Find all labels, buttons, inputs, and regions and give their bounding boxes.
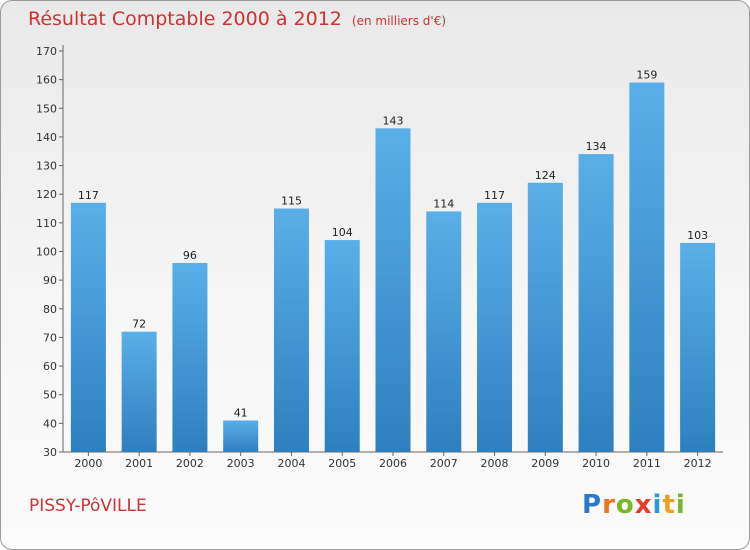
y-tick-label: 140: [36, 131, 57, 144]
logo-letter: o: [615, 490, 635, 520]
logo-letter: t: [662, 490, 676, 520]
bar: [121, 331, 157, 452]
bar-value-label: 115: [281, 195, 302, 208]
bar-value-label: 159: [636, 69, 657, 82]
bar: [426, 211, 462, 452]
y-tick-label: 170: [36, 45, 57, 58]
x-tick-label: 2005: [328, 457, 356, 470]
logo-letter: x: [634, 490, 653, 520]
commune-name: PISSY-PôVILLE: [29, 496, 147, 516]
y-tick-label: 110: [36, 217, 57, 230]
bar: [273, 208, 309, 452]
y-tick-label: 40: [43, 417, 57, 430]
bar: [223, 420, 259, 452]
bar: [70, 202, 106, 452]
bar-value-label: 134: [586, 140, 607, 153]
x-tick-label: 2000: [74, 457, 102, 470]
logo-letter: i: [652, 490, 663, 520]
y-tick-label: 120: [36, 188, 57, 201]
bar-value-label: 124: [535, 169, 556, 182]
x-tick-label: 2007: [430, 457, 458, 470]
logo-letter: P: [582, 490, 603, 520]
bar: [680, 242, 716, 452]
bar: [527, 182, 563, 452]
chart-title: Résultat Comptable 2000 à 2012 (en millie…: [28, 8, 446, 30]
bar-value-label: 117: [78, 189, 99, 202]
y-tick-label: 160: [36, 74, 57, 87]
x-tick-label: 2002: [176, 457, 204, 470]
y-tick-label: 60: [43, 360, 57, 373]
y-tick-label: 70: [43, 331, 57, 344]
proxiti-logo: Proxiti: [582, 490, 686, 520]
x-tick-label: 2010: [582, 457, 610, 470]
y-tick-label: 150: [36, 102, 57, 115]
y-tick-label: 50: [43, 389, 57, 402]
x-tick-label: 2011: [633, 457, 661, 470]
x-tick-label: 2009: [531, 457, 559, 470]
bar-value-label: 104: [332, 226, 353, 239]
x-tick-label: 2003: [227, 457, 255, 470]
chart-title-unit: (en milliers d'€): [351, 14, 447, 28]
bar-value-label: 117: [484, 189, 505, 202]
logo-letter: r: [602, 490, 616, 520]
bar: [172, 262, 208, 452]
bar-value-label: 96: [183, 249, 197, 262]
y-tick-label: 30: [43, 446, 57, 459]
bar-value-label: 114: [433, 197, 454, 210]
bar-value-label: 41: [234, 406, 248, 419]
x-tick-label: 2008: [481, 457, 509, 470]
logo-letter: i: [675, 490, 686, 520]
bar: [375, 128, 411, 452]
x-tick-label: 2001: [125, 457, 153, 470]
bar-value-label: 103: [687, 229, 708, 242]
y-tick-label: 100: [36, 246, 57, 259]
chart-title-main: Résultat Comptable 2000 à 2012: [28, 8, 342, 30]
x-tick-label: 2012: [684, 457, 712, 470]
bar-value-label: 143: [383, 114, 404, 127]
x-tick-label: 2006: [379, 457, 407, 470]
bar-value-label: 72: [132, 318, 146, 331]
y-tick-label: 80: [43, 303, 57, 316]
bar: [629, 82, 665, 452]
bar: [578, 154, 614, 452]
y-tick-label: 130: [36, 160, 57, 173]
y-tick-label: 90: [43, 274, 57, 287]
x-tick-label: 2004: [277, 457, 305, 470]
bar: [477, 202, 513, 452]
bar: [324, 240, 360, 452]
